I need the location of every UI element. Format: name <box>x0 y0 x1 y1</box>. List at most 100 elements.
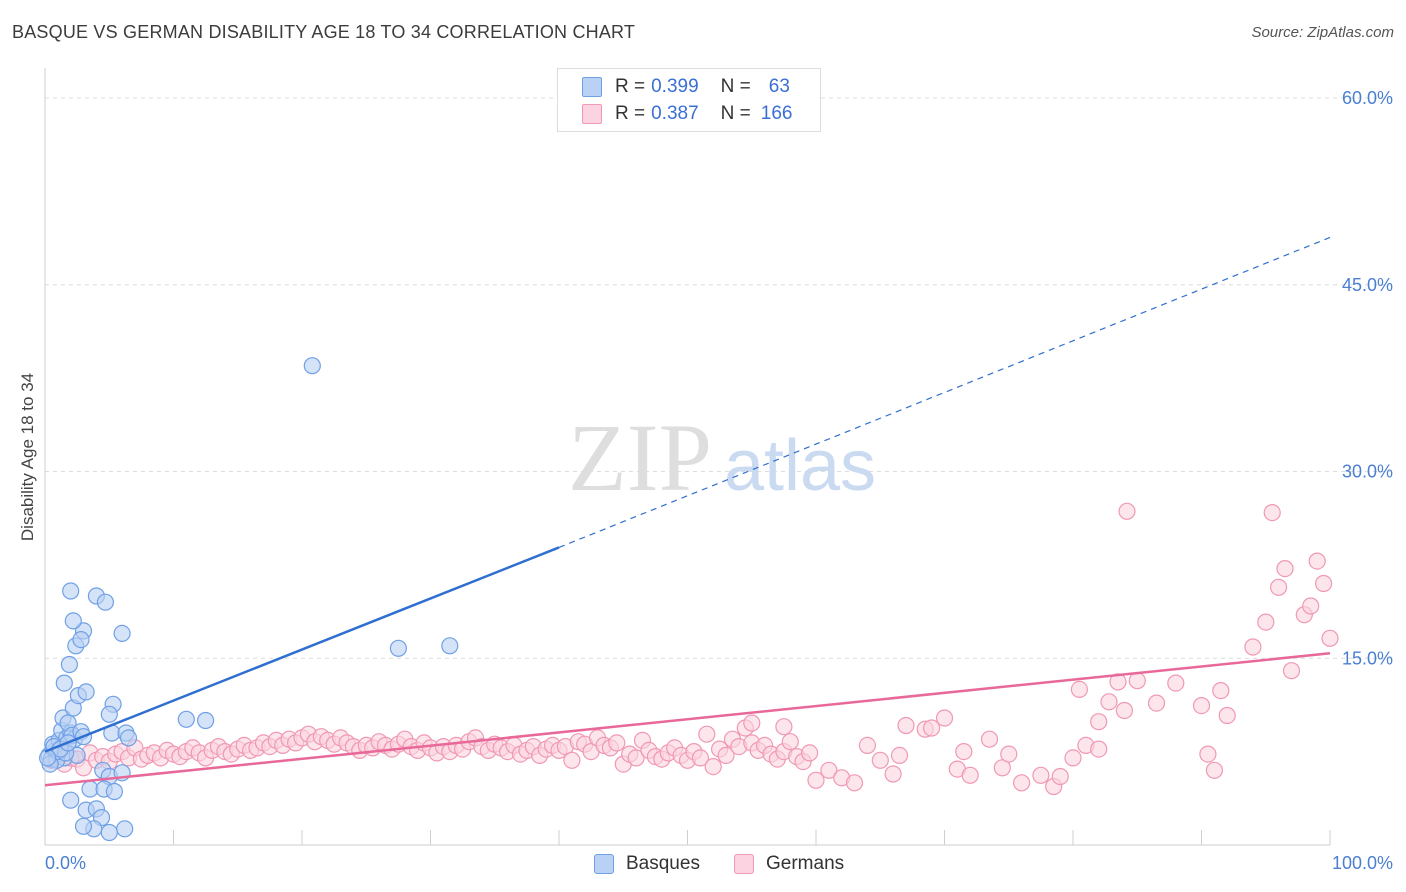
legend-n-value: 63 <box>768 76 790 97</box>
y-tick-label: 30.0% <box>1342 462 1393 482</box>
germans-point <box>1302 597 1320 615</box>
germans-point <box>1321 629 1339 647</box>
germans-point <box>698 725 716 743</box>
basques-label: Basques <box>626 853 700 874</box>
legend-r-label: R = <box>615 103 646 124</box>
germans-swatch <box>734 854 754 874</box>
germans-point <box>1167 674 1185 692</box>
basques-point <box>389 639 407 657</box>
legend-n-value: 166 <box>760 103 793 124</box>
basques-point <box>119 729 138 747</box>
germans-point <box>955 742 973 761</box>
y-tick-label: 45.0% <box>1342 275 1393 295</box>
germans-point <box>1199 745 1217 763</box>
germans-point <box>807 771 825 789</box>
basques-point <box>96 593 115 611</box>
germans-point <box>1090 713 1108 731</box>
germans-point <box>717 746 735 765</box>
basques-point <box>74 817 93 835</box>
germans-point <box>1308 552 1326 570</box>
basques-point <box>55 674 73 692</box>
germans-point <box>1115 701 1134 720</box>
germans-point <box>1012 774 1031 792</box>
bottom-legend-germans: Germans <box>734 852 844 876</box>
basques-point <box>38 749 57 767</box>
germans-point <box>1218 706 1236 725</box>
basques-point <box>105 782 124 801</box>
watermark: ZIP atlas <box>568 404 876 511</box>
basques-point <box>64 612 82 630</box>
axes <box>44 68 1331 846</box>
germans-point <box>1192 696 1211 715</box>
germans-point <box>858 736 877 755</box>
germans-point <box>1257 613 1275 631</box>
legend-r-value: 0.399 <box>651 76 699 97</box>
basques-point <box>72 630 90 649</box>
watermark-atlas: atlas <box>724 426 876 506</box>
basques-trend-line <box>44 546 560 753</box>
bottom-legend-basques: Basques <box>594 852 700 876</box>
y-tick-labels: 15.0% 30.0% 45.0% 60.0% <box>1342 88 1393 668</box>
germans-trend-line <box>44 652 1331 787</box>
legend-n-label: N = <box>720 76 751 97</box>
legend-swatch-germans <box>582 104 602 124</box>
germans-point <box>1032 766 1050 784</box>
basques-swatch <box>594 854 614 874</box>
germans-point <box>871 751 889 769</box>
germans-point <box>775 718 793 736</box>
x-tick-label: 0.0% <box>45 853 86 873</box>
germans-point <box>993 759 1011 777</box>
germans-point <box>608 734 626 752</box>
germans-point <box>1118 502 1136 520</box>
basques-point <box>441 637 459 655</box>
germans-point <box>563 751 581 769</box>
basques-point <box>113 624 131 643</box>
germans-label: Germans <box>766 853 845 874</box>
germans-point <box>1000 745 1018 763</box>
germans-point <box>1147 694 1166 712</box>
basques-point <box>197 711 215 730</box>
basques-point <box>100 823 118 842</box>
germans-point <box>1100 693 1118 711</box>
germans-point <box>1070 680 1089 699</box>
germans-point <box>1276 559 1294 578</box>
germans-point <box>1282 662 1301 680</box>
germans-point <box>1269 578 1288 596</box>
germans-point <box>781 733 799 751</box>
gridlines <box>45 97 1392 659</box>
germans-point <box>922 719 941 737</box>
basques-points <box>38 357 459 842</box>
germans-point <box>1205 761 1224 779</box>
germans-point <box>980 730 999 748</box>
basques-trend-extension <box>558 236 1331 549</box>
basques-point <box>116 820 134 838</box>
germans-point <box>1263 503 1281 522</box>
germans-point <box>743 714 761 732</box>
germans-point <box>1051 767 1069 786</box>
germans-point <box>627 749 645 767</box>
x-tick-label: 100.0% <box>1332 853 1393 873</box>
germans-point <box>704 757 722 776</box>
germans-point <box>845 774 864 792</box>
legend-row-germans: R = 0.387 N = 166 <box>582 102 792 126</box>
germans-point <box>961 766 979 784</box>
basques-point <box>303 357 321 375</box>
legend-swatch-basques <box>582 77 602 97</box>
germans-point <box>1314 574 1333 593</box>
basques-point <box>100 705 118 723</box>
basques-point <box>62 582 80 600</box>
legend-row-basques: R = 0.399 N = 63 <box>582 75 790 99</box>
source-label: Source: ZipAtlas.com <box>1251 24 1394 41</box>
germans-points <box>42 502 1339 796</box>
germans-point <box>691 749 710 767</box>
x-tick-labels: 0.0% 100.0% <box>45 853 1393 873</box>
germans-point <box>1064 749 1082 767</box>
basques-point <box>77 683 95 701</box>
germans-point <box>897 716 915 735</box>
legend-n-label: N = <box>720 103 751 124</box>
germans-point <box>890 746 909 765</box>
germans-point <box>1128 672 1146 690</box>
correlation-legend: R = 0.399 N = 63 R = 0.387 N = 166 <box>557 68 821 132</box>
germans-point <box>1212 681 1230 700</box>
